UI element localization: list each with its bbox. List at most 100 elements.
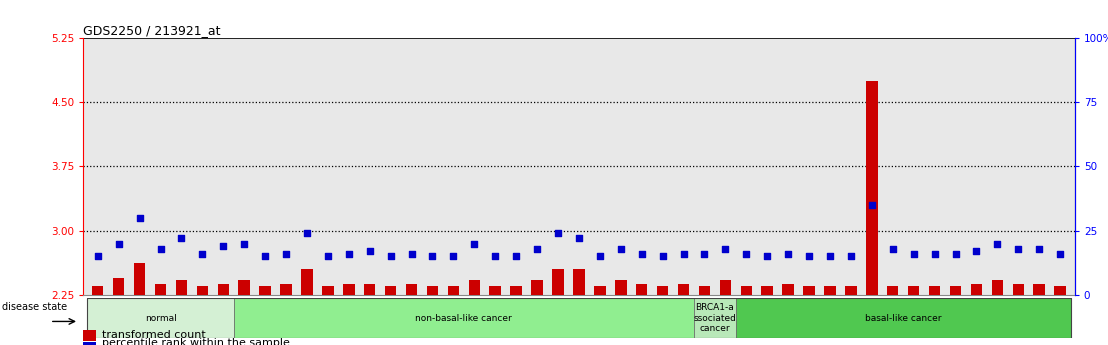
Bar [950,286,962,295]
Bar [406,284,418,295]
Bar [719,280,731,295]
Bar [427,286,439,295]
Bar [657,286,668,295]
Point [654,254,671,259]
Point [319,254,337,259]
Point [89,254,106,259]
Point [361,248,379,254]
Bar [532,280,543,295]
Point [1009,246,1027,252]
Bar [92,286,103,295]
Point [215,243,233,249]
Bar [678,284,689,295]
Bar [761,286,773,295]
Bar [448,286,459,295]
Point [235,241,253,246]
Bar [238,280,250,295]
Bar [384,286,397,295]
Bar [196,286,208,295]
Bar [929,286,941,295]
Point [675,251,692,257]
Bar [1055,286,1066,295]
Bar [217,284,229,295]
Bar [888,286,899,295]
Text: normal: normal [145,314,176,323]
Point [696,251,714,257]
Bar [234,298,694,338]
Point [570,236,587,241]
Point [779,251,797,257]
Text: non-basal-like cancer: non-basal-like cancer [416,314,512,323]
Point [340,251,358,257]
Point [486,254,504,259]
Bar [511,286,522,295]
Bar [363,284,376,295]
Point [967,248,985,254]
Bar [1034,284,1045,295]
Point [402,251,420,257]
Bar [824,286,835,295]
Point [550,230,567,236]
Bar [573,269,585,295]
Point [905,251,923,257]
Point [152,246,170,252]
Point [988,241,1006,246]
Bar [552,269,564,295]
Point [110,241,127,246]
Point [863,202,881,208]
Point [277,251,295,257]
Point [717,246,735,252]
Point [884,246,902,252]
Bar [113,278,124,295]
Bar [259,286,270,295]
Bar [636,284,647,295]
Bar [88,298,234,338]
Point [1030,246,1048,252]
Text: percentile rank within the sample: percentile rank within the sample [102,338,290,345]
Bar [615,280,626,295]
Point [591,254,608,259]
Point [529,246,546,252]
Text: disease state: disease state [2,302,66,312]
Bar [155,284,166,295]
Bar [694,298,736,338]
Bar [866,81,878,295]
Bar [971,284,982,295]
Point [256,254,274,259]
Bar [469,280,480,295]
Point [131,215,148,221]
Point [507,254,525,259]
Bar [301,269,312,295]
Bar [736,298,1070,338]
Point [758,254,776,259]
Point [842,254,860,259]
Point [925,251,943,257]
Point [821,254,839,259]
Bar [740,286,752,295]
Point [800,254,818,259]
Point [738,251,756,257]
Point [382,254,400,259]
Bar [1013,284,1024,295]
Bar [280,284,291,295]
Text: GDS2250 / 213921_at: GDS2250 / 213921_at [83,24,220,37]
Bar [992,280,1003,295]
Bar [845,286,856,295]
Text: transformed count: transformed count [102,331,206,340]
Point [423,254,441,259]
Bar [594,286,606,295]
Point [298,230,316,236]
Bar [322,286,334,295]
Point [444,254,462,259]
Bar [134,263,145,295]
Bar [803,286,814,295]
Point [465,241,483,246]
Bar [490,286,501,295]
Bar [699,286,710,295]
Point [612,246,629,252]
Bar [343,284,355,295]
Point [633,251,650,257]
Bar [782,284,794,295]
Bar [176,280,187,295]
Bar [907,286,920,295]
